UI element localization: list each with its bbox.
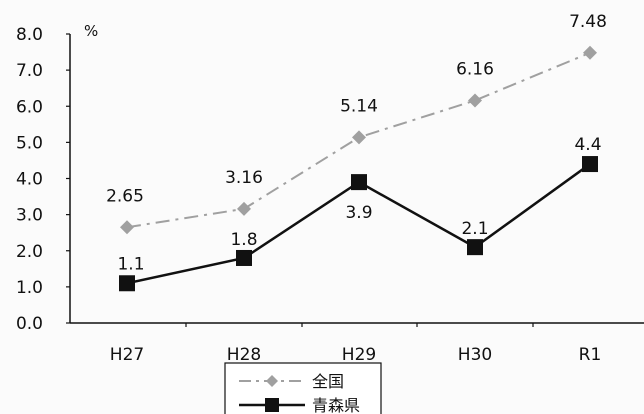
point-marker-diamond (352, 130, 366, 145)
data-label: 4.4 (574, 135, 601, 155)
y-tick-label: 1.0 (16, 278, 43, 298)
y-tick-label: 2.0 (16, 242, 43, 262)
data-label: 3.16 (225, 168, 263, 188)
point-marker-diamond (468, 93, 482, 108)
point-marker-square (119, 275, 135, 292)
data-label: 3.9 (345, 203, 372, 223)
x-axis (70, 322, 644, 327)
data-label: 2.1 (461, 219, 488, 239)
series-markers (119, 45, 598, 292)
x-tick-label: H29 (342, 345, 376, 365)
y-unit-label: % (84, 22, 98, 40)
x-tick-label: R1 (579, 345, 602, 365)
y-tick-label: 4.0 (16, 170, 43, 190)
legend-marker-diamond (266, 375, 278, 387)
point-marker-square (236, 249, 252, 266)
x-tick-label: H28 (227, 345, 261, 365)
data-label: 5.14 (340, 96, 378, 116)
data-label: 1.1 (117, 254, 144, 274)
data-labels: 2.65 3.16 5.14 6.16 7.48 1.1 1.8 3.9 2.1 4.4 (106, 12, 607, 274)
data-label: 6.16 (456, 59, 494, 79)
legend-marker-square (265, 398, 279, 412)
series-lines (126, 51, 591, 285)
y-tick-label: 6.0 (16, 97, 43, 117)
point-marker-diamond (237, 201, 251, 216)
y-tick-label: 5.0 (16, 133, 43, 153)
y-tick-labels: 0.0 1.0 2.0 3.0 4.0 5.0 6.0 7.0 8.0 (16, 25, 43, 334)
data-label: 7.48 (569, 12, 607, 32)
point-marker-diamond (120, 220, 134, 235)
point-marker-diamond (583, 45, 597, 60)
legend-label-aomori: 青森県 (312, 396, 360, 414)
point-marker-square (351, 174, 367, 191)
y-tick-label: 8.0 (16, 25, 43, 45)
y-tick-label: 3.0 (16, 206, 43, 226)
point-marker-square (467, 239, 483, 256)
y-tick-label: 0.0 (16, 314, 43, 334)
x-tick-labels: H27 H28 H29 H30 R1 (110, 345, 602, 365)
legend-label-national: 全国 (312, 372, 344, 391)
y-tick-label: 7.0 (16, 61, 43, 81)
data-label: 2.65 (106, 186, 144, 206)
data-label: 1.8 (230, 230, 257, 250)
y-axis (66, 33, 71, 324)
x-tick-label: H27 (110, 345, 144, 365)
point-marker-square (582, 156, 598, 173)
legend: 全国 青森県 (224, 362, 382, 414)
x-tick-label: H30 (458, 345, 492, 365)
